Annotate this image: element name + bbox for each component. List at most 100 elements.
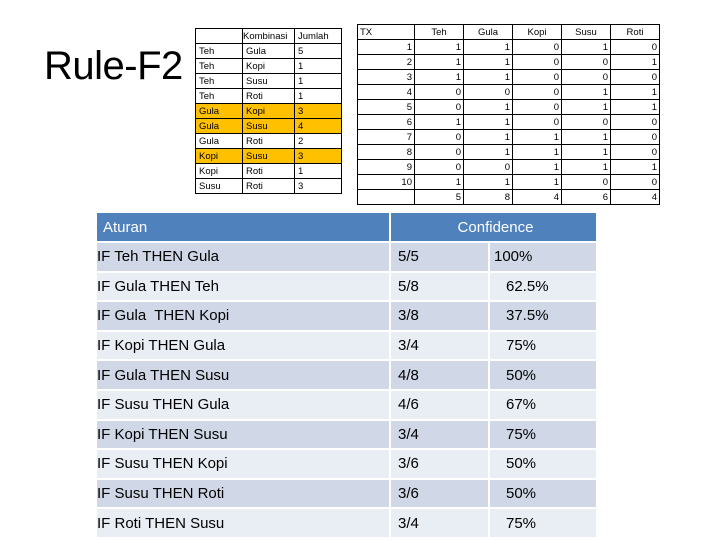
jumlah-header: Jumlah (294, 28, 342, 44)
tx-cell: 1 (463, 174, 513, 190)
kombinasi-item-b: Gula (242, 43, 295, 59)
kombinasi-row: Kopi Roti 1 (195, 163, 342, 179)
tx-id: 4 (357, 84, 415, 100)
kombinasi-item-b: Susu (242, 148, 295, 164)
kombinasi-item-a: Teh (195, 88, 243, 104)
kombinasi-item-b: Roti (242, 133, 295, 149)
kombinasi-row: Gula Kopi 3 (195, 103, 342, 119)
tx-cell: 0 (610, 39, 660, 55)
tx-cell: 1 (463, 99, 513, 115)
kombinasi-count: 4 (294, 118, 342, 134)
tx-cell: 1 (463, 39, 513, 55)
kombinasi-count: 1 (294, 163, 342, 179)
rule-confidence: 62.5% (490, 270, 596, 301)
rule-text: IF Kopi THEN Susu (97, 418, 391, 449)
rule-row: IF Gula THEN Kopi 3/8 37.5% (97, 300, 596, 330)
tx-total: 6 (561, 189, 611, 205)
rule-ratio: 5/5 (391, 241, 490, 271)
tx-total (357, 189, 415, 205)
tx-cell: 1 (561, 144, 611, 160)
kombinasi-count: 1 (294, 73, 342, 89)
rule-row: IF Gula THEN Teh 5/8 62.5% (97, 270, 596, 301)
tx-cell: 0 (610, 114, 660, 130)
rule-text: IF Teh THEN Gula (97, 241, 391, 271)
kombinasi-table: Kombinasi Jumlah Teh Gula 5 Teh Kopi 1 Teh Susu… (195, 28, 342, 194)
kombinasi-row: Kopi Susu 3 (195, 148, 342, 164)
tx-cell: 1 (512, 174, 562, 190)
kombinasi-count: 3 (294, 103, 342, 119)
rule-text: IF Susu THEN Roti (97, 477, 391, 508)
tx-cell: 0 (414, 159, 464, 175)
tx-cell: 1 (561, 84, 611, 100)
tx-cell: 0 (561, 174, 611, 190)
tx-cell: 1 (414, 39, 464, 55)
tx-id: 8 (357, 144, 415, 160)
rule-text: IF Gula THEN Teh (97, 270, 391, 301)
rule-ratio: 4/6 (391, 388, 490, 419)
tx-cell: 0 (463, 84, 513, 100)
rule-confidence: 37.5% (490, 300, 596, 330)
tx-cell: 0 (512, 99, 562, 115)
tx-cell: 1 (610, 54, 660, 70)
kombinasi-item-a: Gula (195, 103, 243, 119)
rule-row: IF Kopi THEN Susu 3/4 75% (97, 418, 596, 449)
rule-confidence: 50% (490, 359, 596, 389)
tx-cell: 0 (512, 69, 562, 85)
tx-cell: 0 (561, 69, 611, 85)
tx-cell: 1 (610, 99, 660, 115)
kombinasi-header-blank (195, 28, 243, 44)
tx-cell: 1 (512, 159, 562, 175)
rule-confidence: 100% (490, 241, 596, 271)
tx-cell: 0 (610, 144, 660, 160)
tx-cell: 1 (561, 99, 611, 115)
tx-cell: 0 (561, 114, 611, 130)
rule-text: IF Susu THEN Kopi (97, 448, 391, 478)
kombinasi-count: 5 (294, 43, 342, 59)
rule-confidence: 67% (490, 388, 596, 419)
rule-confidence: 75% (490, 329, 596, 360)
confidence-header: Confidence (391, 213, 596, 241)
kombinasi-row: Gula Susu 4 (195, 118, 342, 134)
rules-table: Aturan Confidence IF Teh THEN Gula 5/5 100… (97, 213, 596, 537)
tx-header-roti: Roti (610, 24, 660, 40)
kombinasi-item-b: Roti (242, 88, 295, 104)
tx-cell: 1 (463, 54, 513, 70)
rule-text: IF Susu THEN Gula (97, 388, 391, 419)
tx-cell: 0 (414, 129, 464, 145)
tx-header-gula: Gula (463, 24, 513, 40)
kombinasi-row: Teh Roti 1 (195, 88, 342, 104)
tx-cell: 1 (414, 54, 464, 70)
kombinasi-item-b: Susu (242, 118, 295, 134)
kombinasi-header: Kombinasi (242, 28, 295, 44)
rule-ratio: 3/4 (391, 507, 490, 537)
tx-cell: 1 (414, 69, 464, 85)
tx-cell: 1 (610, 159, 660, 175)
rule-ratio: 3/8 (391, 300, 490, 330)
tx-id: 7 (357, 129, 415, 145)
tx-cell: 0 (512, 39, 562, 55)
tx-cell: 1 (512, 144, 562, 160)
rule-confidence: 75% (490, 418, 596, 449)
rule-confidence: 75% (490, 507, 596, 537)
tx-cell: 1 (463, 144, 513, 160)
rule-row: IF Roti THEN Susu 3/4 75% (97, 507, 596, 537)
kombinasi-header-row: Kombinasi Jumlah (195, 28, 342, 44)
rule-ratio: 3/6 (391, 448, 490, 478)
rule-row: IF Susu THEN Gula 4/6 67% (97, 388, 596, 419)
kombinasi-count: 1 (294, 58, 342, 74)
tx-id: 9 (357, 159, 415, 175)
tx-id: 3 (357, 69, 415, 85)
tx-cell: 1 (512, 129, 562, 145)
tx-cell: 0 (610, 69, 660, 85)
tx-cell: 1 (561, 129, 611, 145)
tx-id: 2 (357, 54, 415, 70)
aturan-header: Aturan (97, 213, 391, 241)
tx-id: 5 (357, 99, 415, 115)
